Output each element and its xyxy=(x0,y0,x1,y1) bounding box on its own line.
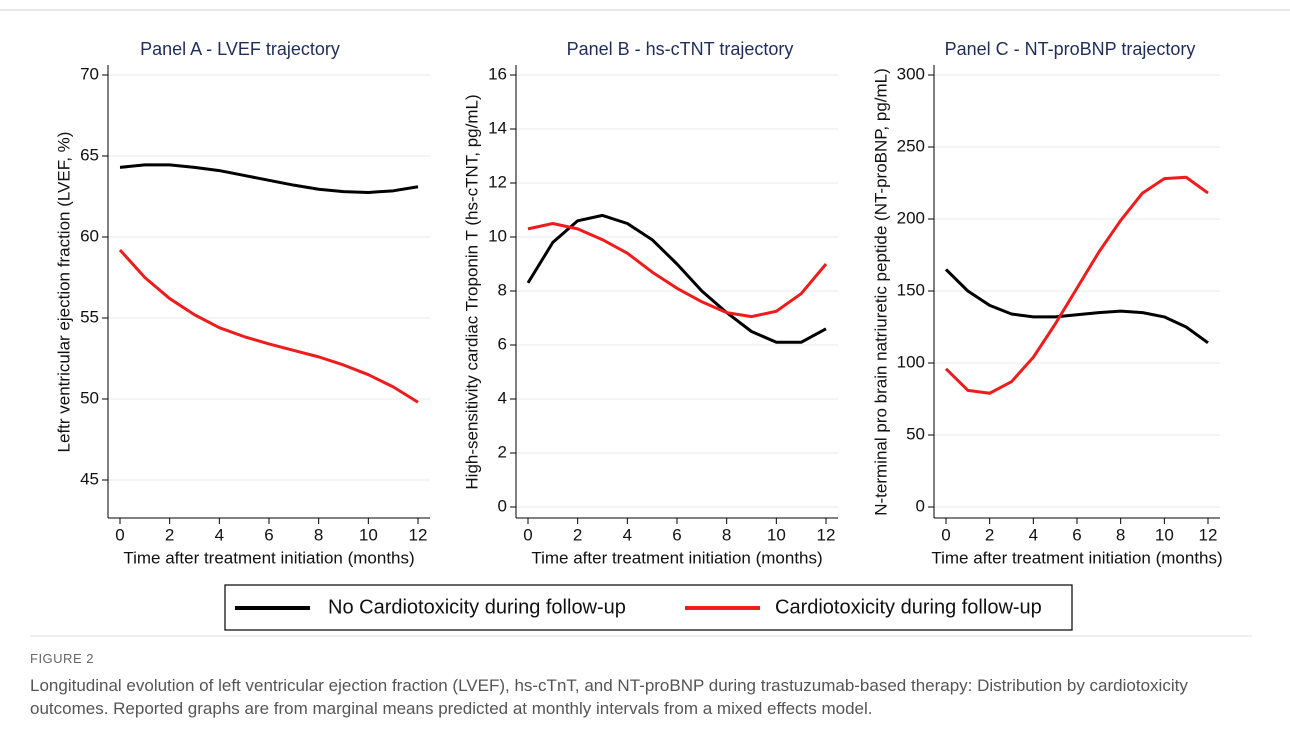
y-axis-label: Leftr ventricular ejection fraction (LVE… xyxy=(54,132,73,453)
x-axis-label: Time after treatment initiation (months) xyxy=(931,548,1222,567)
x-tick-label: 6 xyxy=(672,525,681,544)
y-tick-label: 4 xyxy=(498,388,507,407)
x-tick-label: 0 xyxy=(941,525,950,544)
x-tick-label: 6 xyxy=(1072,525,1081,544)
y-tick-label: 6 xyxy=(498,334,507,353)
y-tick-label: 45 xyxy=(80,469,99,488)
y-tick-label: 2 xyxy=(498,442,507,461)
x-tick-label: 6 xyxy=(264,525,273,544)
x-axis-label: Time after treatment initiation (months) xyxy=(123,548,414,567)
y-tick-label: 0 xyxy=(498,496,507,515)
x-tick-label: 12 xyxy=(409,525,428,544)
y-axis-label: N-terminal pro brain natriuretic peptide… xyxy=(871,68,890,516)
series-line xyxy=(119,163,419,194)
x-tick-label: 8 xyxy=(722,525,731,544)
legend-label: Cardiotoxicity during follow-up xyxy=(775,596,1042,618)
y-tick-label: 14 xyxy=(488,118,507,137)
x-tick-label: 10 xyxy=(1155,525,1174,544)
x-axis-label: Time after treatment initiation (months) xyxy=(531,548,822,567)
x-tick-label: 10 xyxy=(767,525,786,544)
y-tick-label: 12 xyxy=(488,172,507,191)
y-tick-label: 200 xyxy=(897,208,925,227)
x-tick-label: 4 xyxy=(215,525,224,544)
x-tick-label: 10 xyxy=(359,525,378,544)
panel-title: Panel A - LVEF trajectory xyxy=(140,39,340,59)
x-tick-label: 2 xyxy=(573,525,582,544)
x-tick-label: 12 xyxy=(817,525,836,544)
y-tick-label: 300 xyxy=(897,64,925,83)
y-tick-label: 8 xyxy=(498,280,507,299)
y-tick-label: 250 xyxy=(897,136,925,155)
series-line xyxy=(526,213,827,344)
series-line xyxy=(944,175,1209,395)
x-tick-label: 8 xyxy=(314,525,323,544)
panel-title: Panel B - hs-cTNT trajectory xyxy=(567,39,794,59)
y-tick-label: 65 xyxy=(80,145,99,164)
x-tick-label: 0 xyxy=(115,525,124,544)
x-tick-label: 12 xyxy=(1199,525,1218,544)
legend-label: No Cardiotoxicity during follow-up xyxy=(328,596,626,618)
x-tick-label: 4 xyxy=(623,525,632,544)
legend-box xyxy=(224,584,1073,631)
series-line xyxy=(944,268,1209,345)
y-tick-label: 50 xyxy=(906,424,925,443)
y-tick-label: 100 xyxy=(897,352,925,371)
x-tick-label: 0 xyxy=(523,525,532,544)
caption-label: FIGURE 2 xyxy=(30,651,94,666)
y-tick-label: 0 xyxy=(916,496,925,515)
panel-title: Panel C - NT-proBNP trajectory xyxy=(945,39,1196,59)
y-tick-label: 150 xyxy=(897,280,925,299)
y-tick-label: 50 xyxy=(80,388,99,407)
x-tick-label: 4 xyxy=(1029,525,1038,544)
y-tick-label: 60 xyxy=(80,226,99,245)
caption-text: Longitudinal evolution of left ventricul… xyxy=(30,676,1188,718)
y-tick-label: 10 xyxy=(488,226,507,245)
series-line xyxy=(527,222,828,319)
y-tick-label: 70 xyxy=(80,64,99,83)
y-tick-label: 16 xyxy=(488,64,507,83)
series-line xyxy=(118,248,419,404)
y-axis-label: High-sensitivity cardiac Troponin T (hs-… xyxy=(462,94,481,489)
x-tick-label: 2 xyxy=(165,525,174,544)
x-tick-label: 8 xyxy=(1116,525,1125,544)
x-tick-label: 2 xyxy=(985,525,994,544)
y-tick-label: 55 xyxy=(80,307,99,326)
